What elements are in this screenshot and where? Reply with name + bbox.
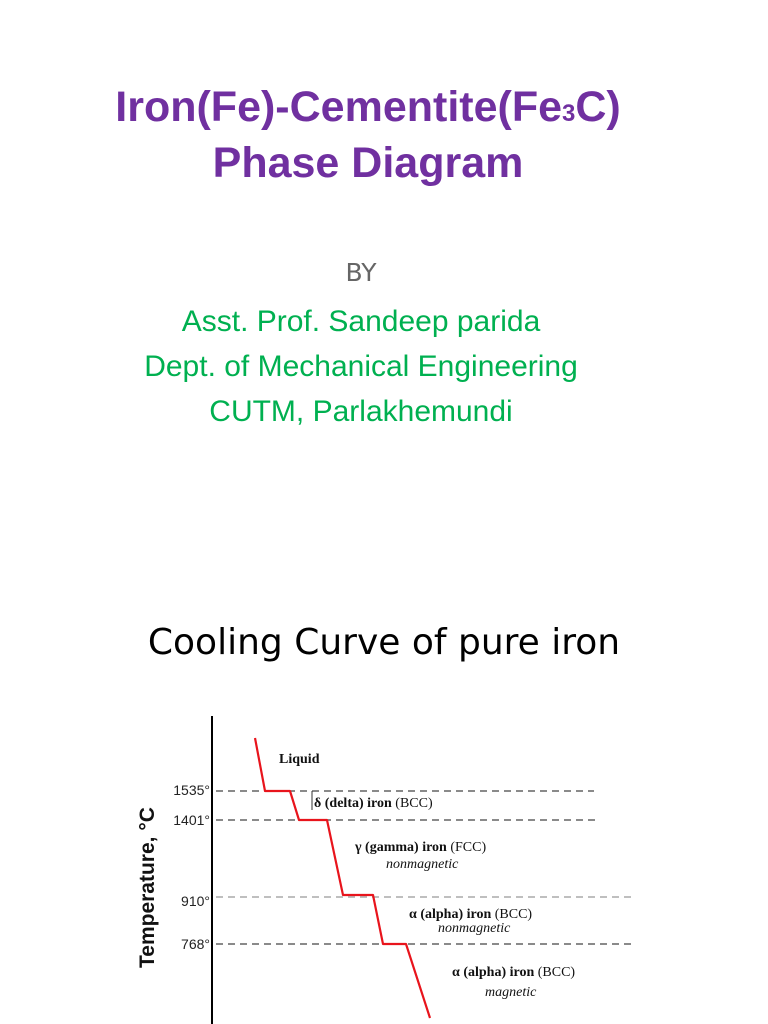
author-institution: CUTM, Parlakhemundi (209, 395, 513, 428)
y-axis-label: Temperature, °C (136, 807, 159, 968)
title-subscript: 3 (562, 100, 576, 127)
label-gamma-nonmagnetic: nonmagnetic (386, 857, 459, 872)
label-alpha-iron-upper: α (alpha) iron (BCC) (409, 907, 532, 922)
label-liquid: Liquid (279, 752, 320, 767)
label-delta-iron: δ (delta) iron (BCC) (314, 796, 433, 811)
label-alpha-magnetic: magnetic (485, 985, 537, 1000)
author-department: Dept. of Mechanical Engineering (144, 350, 578, 383)
author-name: Asst. Prof. Sandeep parida (181, 305, 541, 338)
title-line-1: Iron(Fe)-Cementite(Fe3C) (0, 82, 736, 139)
tick-label-1401: 1401° (173, 812, 210, 828)
tick-label-768: 768° (181, 936, 210, 952)
title-text: Iron(Fe)-Cementite(Fe (115, 83, 562, 131)
by-label: BY (345, 258, 377, 287)
slide-title: Cooling Curve of pure iron (147, 622, 621, 663)
label-gamma-iron: γ (gamma) iron (FCC) (354, 840, 486, 855)
tick-label-910: 910° (181, 893, 210, 909)
cooling-curve-chart: Temperature, °C 1535° 1401° 910° 768° Li… (136, 716, 636, 1024)
title-slide: Iron(Fe)-Cementite(Fe3C) Phase Diagram B… (0, 82, 736, 428)
title-line-2: Phase Diagram (212, 139, 524, 187)
title-text-end: C) (575, 83, 621, 131)
tick-label-1535: 1535° (173, 782, 210, 798)
label-alpha-iron-lower: α (alpha) iron (BCC) (452, 965, 575, 980)
label-alpha-nonmagnetic: nonmagnetic (438, 921, 511, 936)
cooling-curve-line (253, 737, 432, 1019)
